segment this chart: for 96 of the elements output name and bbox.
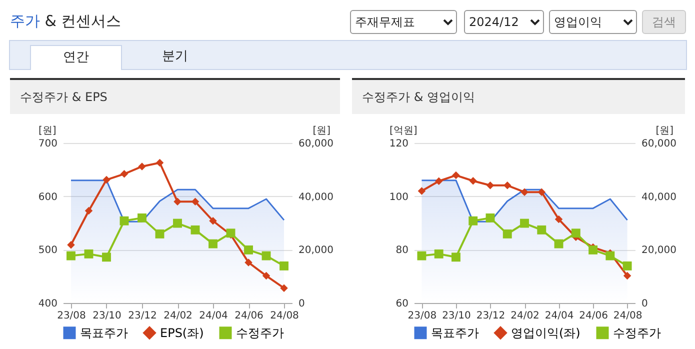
y2-tick-label: 0 — [298, 298, 305, 310]
point — [554, 239, 564, 248]
chart-title: 수정주가 & EPS — [10, 80, 340, 114]
point — [520, 218, 529, 228]
y-tick-label: 80 — [396, 245, 408, 256]
point — [434, 249, 444, 258]
point — [190, 225, 200, 234]
point — [622, 261, 632, 270]
legend-label: 영업이익(좌) — [511, 326, 580, 340]
point — [503, 182, 512, 190]
point — [66, 251, 76, 260]
point — [486, 182, 494, 190]
text: 연간 — [30, 45, 122, 70]
point — [173, 218, 182, 228]
point — [84, 249, 94, 258]
point — [538, 188, 546, 196]
point — [623, 272, 632, 280]
x-tick-label: 24/06 — [234, 310, 264, 322]
point — [244, 258, 252, 266]
point — [102, 252, 111, 262]
x-tick-label: 23/08 — [57, 310, 86, 322]
y-axis-title: [원] — [38, 126, 56, 136]
legend-label: EPS(좌) — [160, 326, 204, 340]
point — [280, 261, 288, 270]
point — [102, 176, 110, 184]
x-tick-label: 23/12 — [476, 310, 506, 322]
point — [588, 245, 598, 254]
x-tick-label: 23/10 — [92, 310, 122, 322]
point — [520, 188, 528, 196]
x-tick-label: 23/08 — [408, 310, 437, 322]
x-tick-label: 24/04 — [544, 310, 574, 322]
text: 주가 & 컨센서스 — [10, 12, 122, 31]
point — [262, 272, 270, 280]
x-tick-label: 23/12 — [128, 310, 157, 322]
y-tick-label: 500 — [38, 245, 58, 256]
point — [120, 170, 128, 178]
point — [452, 171, 460, 180]
point — [84, 206, 93, 215]
text: 2024/12 — [464, 10, 544, 34]
point — [156, 158, 164, 167]
legend-label: 수정주가 — [236, 326, 284, 340]
point — [208, 239, 218, 248]
point — [418, 187, 426, 195]
point — [138, 213, 146, 222]
y-tick-label: 700 — [38, 138, 58, 150]
point — [262, 251, 271, 260]
point — [138, 162, 146, 170]
point — [417, 251, 426, 260]
y2-tick-label: 40,000 — [642, 192, 676, 203]
y-tick-label: 600 — [38, 192, 58, 203]
x-tick-label: 24/06 — [579, 310, 608, 322]
point — [244, 245, 253, 254]
y-tick-label: 100 — [389, 192, 408, 203]
y-tick-label: 120 — [389, 138, 408, 150]
y2-tick-label: 60,000 — [298, 138, 334, 150]
x-tick-label: 24/08 — [613, 310, 642, 322]
y2-axis-title: [원] — [312, 126, 331, 136]
point — [155, 229, 164, 238]
y2-tick-label: 20,000 — [642, 245, 676, 256]
point — [537, 225, 546, 234]
y2-tick-label: 0 — [642, 298, 648, 310]
legend-label: 목표주가 — [431, 326, 479, 340]
point — [452, 252, 460, 262]
text: 분기 — [161, 48, 189, 66]
y2-tick-label: 60,000 — [642, 138, 676, 150]
point — [191, 198, 200, 206]
chart-title: 수정주가 & 영업이익 — [352, 80, 685, 114]
legend-label: 목표주가 — [80, 326, 128, 340]
x-tick-label: 24/08 — [270, 310, 299, 322]
point — [554, 215, 563, 224]
point — [174, 198, 182, 206]
x-tick-label: 24/02 — [510, 310, 540, 322]
y2-tick-label: 40,000 — [298, 192, 334, 203]
point — [571, 228, 580, 238]
x-tick-label: 23/10 — [442, 310, 471, 322]
y2-tick-label: 20,000 — [298, 245, 334, 256]
y2-axis-title: [원] — [656, 126, 674, 136]
x-tick-label: 24/04 — [199, 310, 228, 322]
y-axis-title: [억원] — [390, 126, 418, 136]
point — [434, 177, 443, 186]
point — [120, 216, 129, 226]
point — [67, 240, 75, 249]
point — [280, 284, 288, 292]
y-tick-label: 400 — [38, 298, 58, 310]
text: 검색 — [642, 10, 686, 34]
point — [606, 251, 615, 260]
text: 영업이익 — [549, 10, 637, 34]
point — [468, 216, 478, 226]
point — [469, 176, 477, 185]
point — [209, 216, 217, 225]
legend-label: 수정주가 — [613, 326, 661, 340]
point — [486, 213, 495, 222]
x-tick-label: 24/02 — [164, 310, 192, 322]
y-tick-label: 60 — [396, 298, 408, 310]
point — [502, 229, 512, 238]
text: 주재무제표 — [350, 10, 457, 34]
